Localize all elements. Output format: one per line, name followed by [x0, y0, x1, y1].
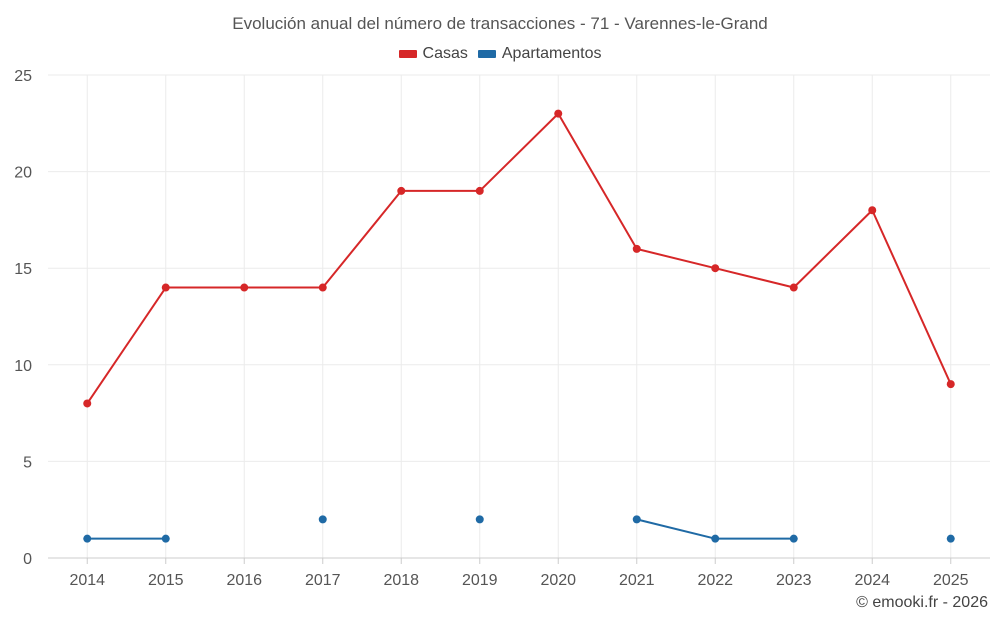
legend-item-casas[interactable]: Casas [398, 45, 468, 63]
point-apartamentos-2023[interactable] [789, 534, 798, 543]
chart-title: Evolución anual del número de transaccio… [232, 14, 768, 33]
x-tick-label-2016: 2016 [226, 572, 262, 589]
series-casas [83, 109, 955, 408]
point-casas-2017[interactable] [318, 283, 327, 292]
legend-swatch-casas [398, 50, 417, 58]
legend: Casas Apartamentos [0, 45, 1000, 63]
point-apartamentos-2015[interactable] [161, 534, 170, 543]
y-tick-label-10: 10 [14, 358, 32, 375]
x-tick-label-2018: 2018 [383, 572, 419, 589]
x-tick-label-2017: 2017 [305, 572, 341, 589]
footer-credit: © emooki.fr - 2026 [856, 594, 988, 611]
line-segment-casas-2014 [86, 286, 167, 405]
line-segment-apartamentos-2021 [635, 518, 717, 540]
x-tick-label-2025: 2025 [933, 572, 969, 589]
line-segment-casas-2019 [478, 112, 560, 192]
y-tick-label-20: 20 [14, 165, 32, 182]
series-layer [83, 109, 955, 543]
point-apartamentos-2022[interactable] [711, 534, 720, 543]
point-casas-2025[interactable] [946, 380, 955, 389]
x-tick-label-2014: 2014 [69, 572, 105, 589]
legend-swatch-apartamentos [477, 50, 496, 58]
point-casas-2020[interactable] [554, 109, 563, 118]
x-tick-label-2023: 2023 [776, 572, 812, 589]
point-casas-2021[interactable] [632, 244, 641, 253]
point-apartamentos-2019[interactable] [475, 515, 484, 524]
legend-label-apartamentos: Apartamentos [501, 45, 602, 62]
x-tick-label-2019: 2019 [462, 572, 498, 589]
point-casas-2018[interactable] [397, 186, 406, 195]
y-tick-label-25: 25 [14, 68, 32, 85]
legend-item-apartamentos[interactable]: Apartamentos [477, 45, 602, 63]
point-casas-2019[interactable] [475, 186, 484, 195]
x-tick-label-2015: 2015 [148, 572, 184, 589]
point-apartamentos-2017[interactable] [318, 515, 327, 524]
line-segment-casas-2020 [557, 112, 638, 250]
y-tick-label-5: 5 [23, 454, 32, 471]
line-segment-casas-2021 [635, 247, 717, 270]
line-segment-casas-2017 [321, 189, 403, 289]
x-tick-label-2021: 2021 [619, 572, 655, 589]
point-casas-2016[interactable] [240, 283, 249, 292]
legend-label-casas: Casas [422, 45, 468, 62]
point-apartamentos-2021[interactable] [632, 515, 641, 524]
point-casas-2024[interactable] [868, 206, 877, 215]
point-casas-2015[interactable] [161, 283, 170, 292]
line-segment-casas-2023 [792, 209, 874, 289]
line-segment-casas-2022 [714, 267, 795, 289]
y-tick-label-15: 15 [14, 261, 32, 278]
line-segment-casas-2024 [871, 209, 952, 386]
series-apartamentos [83, 515, 955, 543]
grid [48, 74, 990, 558]
x-tick-label-2024: 2024 [854, 572, 890, 589]
point-casas-2014[interactable] [83, 399, 92, 408]
x-tick-label-2020: 2020 [540, 572, 576, 589]
point-casas-2022[interactable] [711, 264, 720, 273]
y-tick-label-0: 0 [23, 551, 32, 568]
point-apartamentos-2014[interactable] [83, 534, 92, 543]
point-casas-2023[interactable] [789, 283, 798, 292]
x-tick-label-2022: 2022 [697, 572, 733, 589]
point-apartamentos-2025[interactable] [946, 534, 955, 543]
